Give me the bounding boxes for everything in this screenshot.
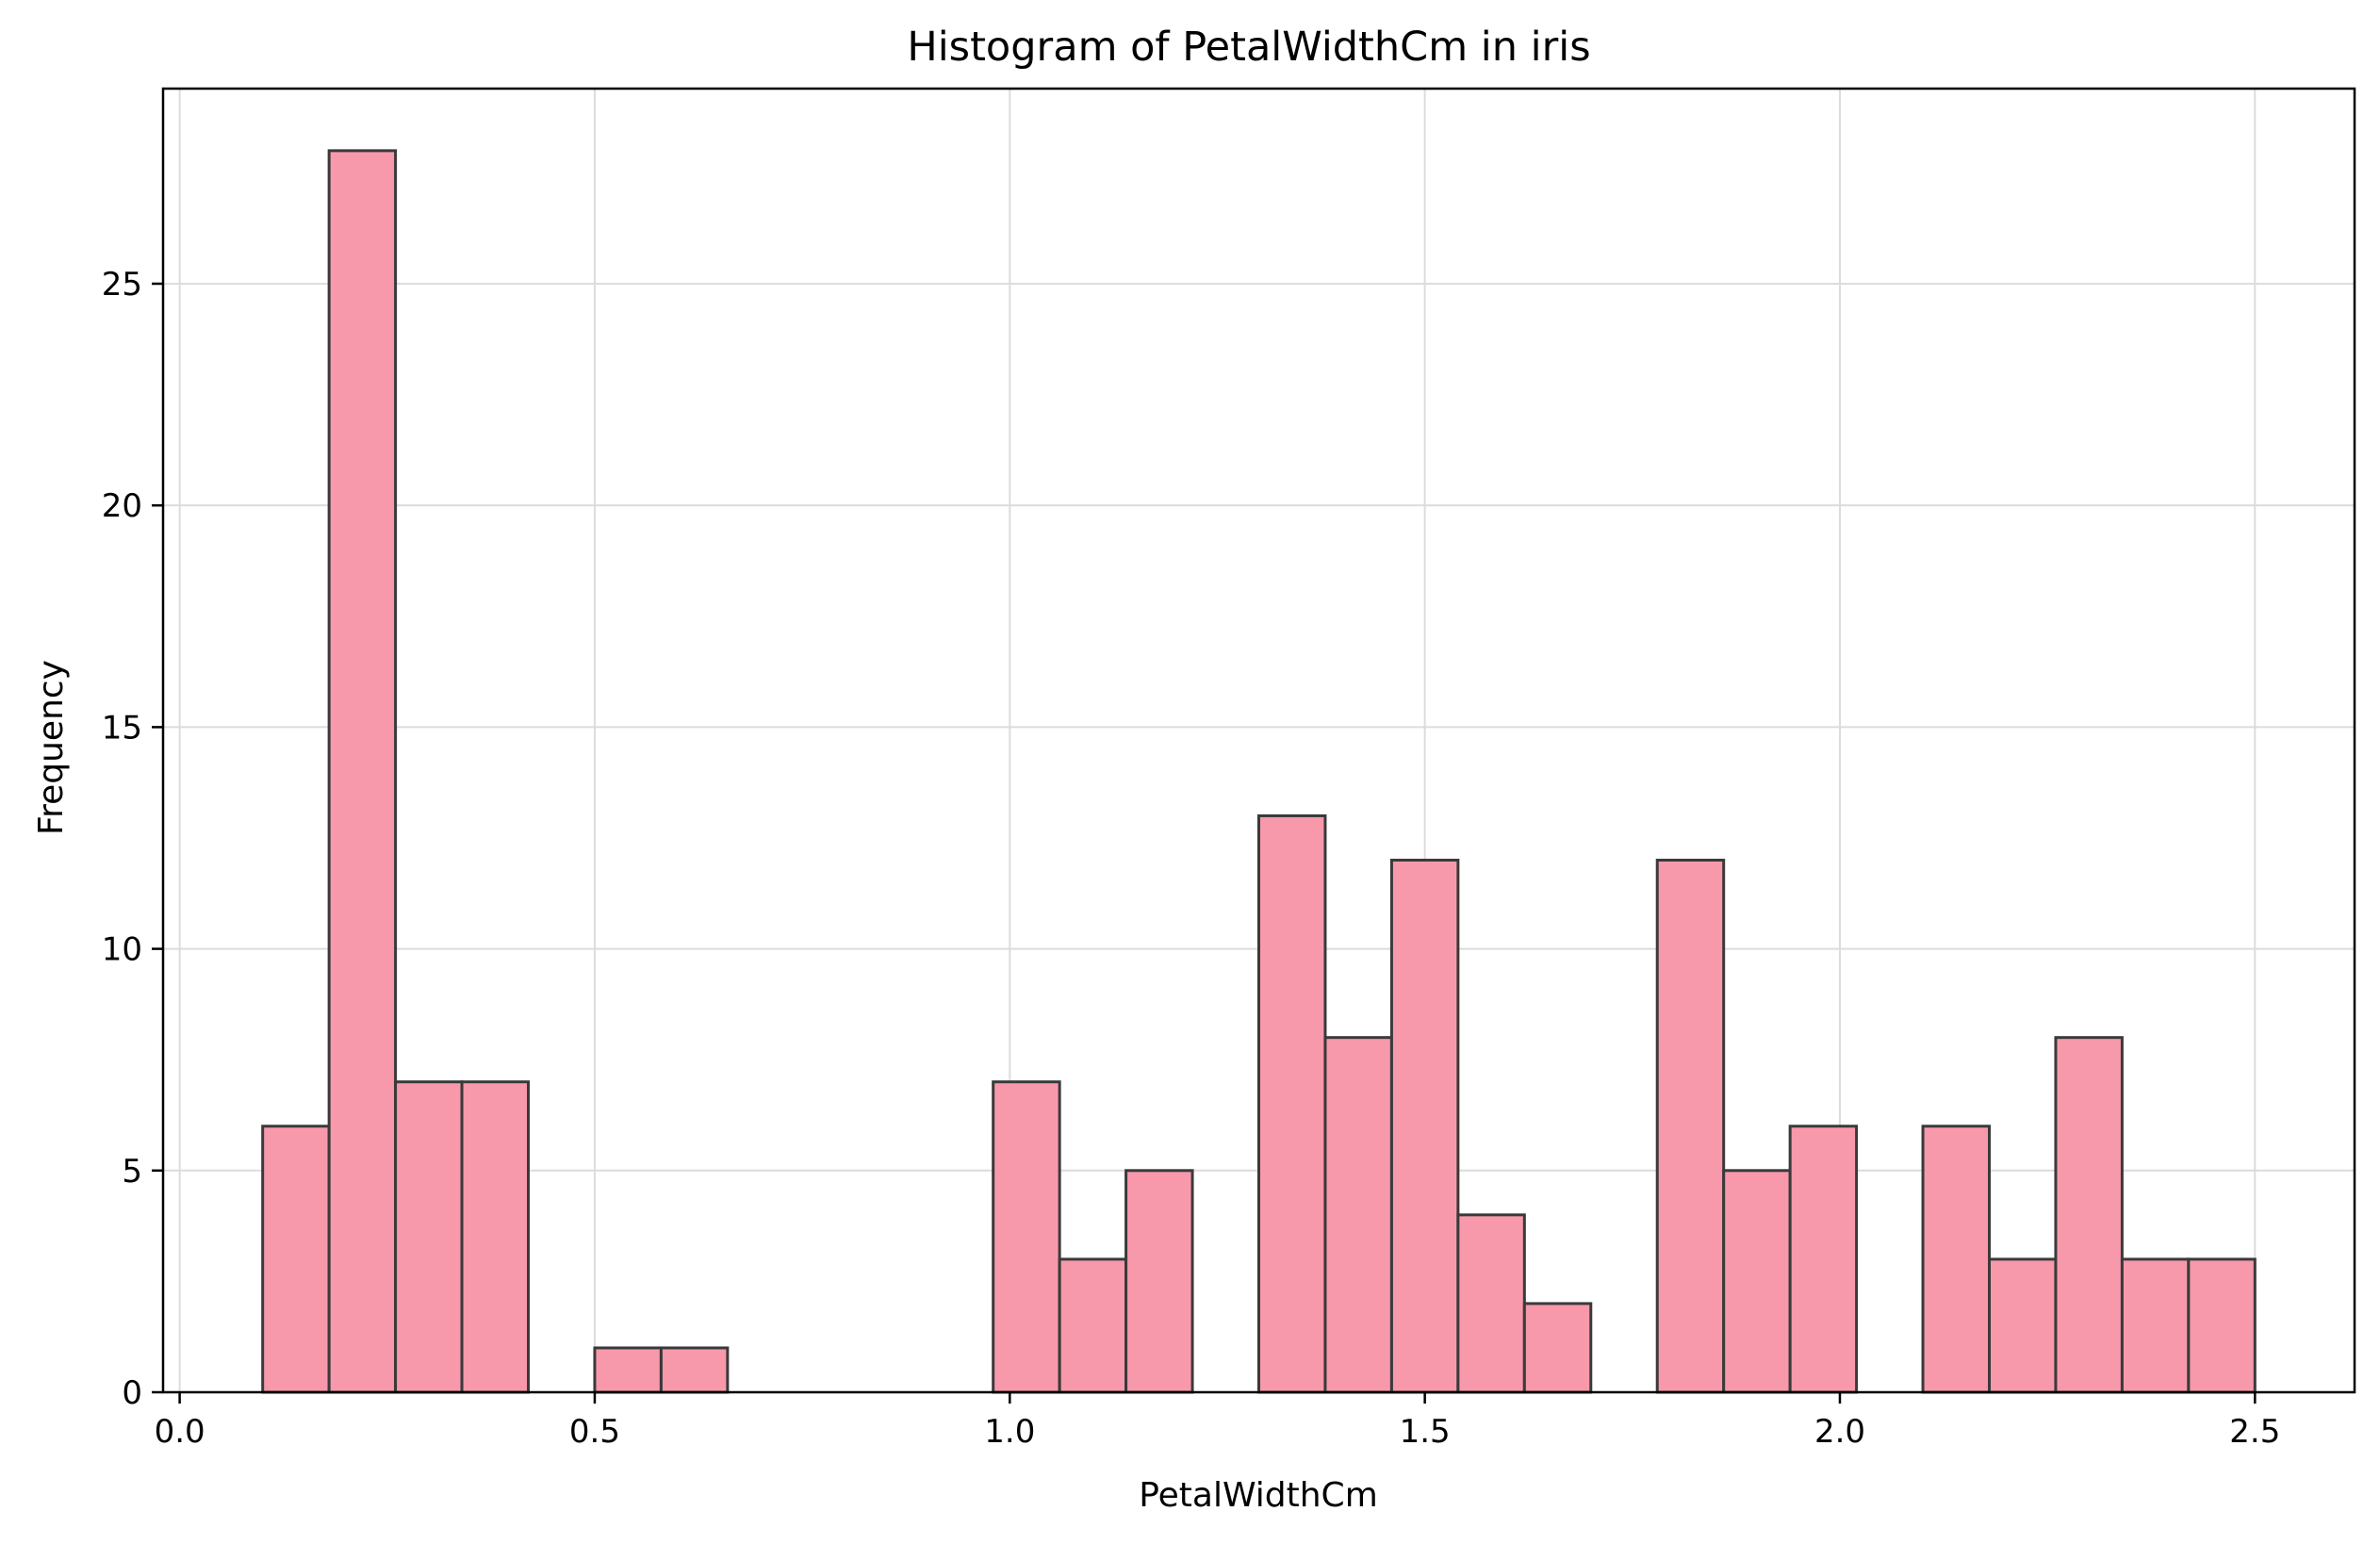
x-tick-label: 1.0 [984, 1413, 1035, 1451]
histogram-bar [327, 149, 398, 1394]
x-tick-label: 1.5 [1400, 1413, 1451, 1451]
histogram-bar [659, 1346, 730, 1394]
histogram-bar [1257, 813, 1327, 1394]
x-tick-label: 2.5 [2229, 1413, 2280, 1451]
histogram-bar [460, 1080, 530, 1394]
histogram-bar [1456, 1213, 1526, 1394]
histogram-bar [593, 1346, 663, 1394]
histogram-bar [1988, 1257, 2058, 1394]
y-tick-label: 15 [102, 709, 142, 747]
y-tick-label: 5 [122, 1153, 142, 1191]
x-tick-label: 2.0 [1814, 1413, 1865, 1451]
y-axis-ticks: 0 5 10 15 20 25 [102, 266, 163, 1412]
histogram-bars [261, 149, 2257, 1394]
y-axis-label: Frequency [32, 660, 71, 835]
histogram-bar [1788, 1125, 1859, 1394]
histogram-bar [2187, 1257, 2257, 1394]
histogram-bar [1722, 1169, 1792, 1394]
histogram-bar [992, 1080, 1061, 1394]
histogram-bar [1921, 1125, 1991, 1394]
x-tick-label: 0.0 [155, 1413, 205, 1451]
histogram-bar [1389, 859, 1460, 1394]
histogram-bar [394, 1080, 464, 1394]
histogram-bar [1058, 1257, 1128, 1394]
y-tick-label: 20 [102, 487, 142, 525]
x-axis-label: PetalWidthCm [1139, 1476, 1378, 1515]
x-tick-label: 0.5 [569, 1413, 620, 1451]
y-tick-label: 25 [102, 266, 142, 304]
histogram-bar [1124, 1169, 1194, 1394]
chart-title: Histogram of PetalWidthCm in iris [907, 24, 1590, 71]
histogram-bar [261, 1125, 331, 1394]
histogram-bar [1522, 1302, 1593, 1394]
histogram-bar [2054, 1036, 2124, 1394]
axes-frame [161, 87, 2356, 1394]
y-tick-label: 0 [122, 1374, 142, 1412]
plot-frame [161, 87, 2356, 1394]
histogram-bar [2120, 1257, 2191, 1394]
y-tick-label: 10 [102, 931, 142, 969]
histogram-bar [1655, 859, 1726, 1394]
x-axis-ticks: 0.0 0.5 1.0 1.5 2.0 2.5 [155, 1392, 2280, 1451]
histogram-bar [1323, 1036, 1393, 1394]
